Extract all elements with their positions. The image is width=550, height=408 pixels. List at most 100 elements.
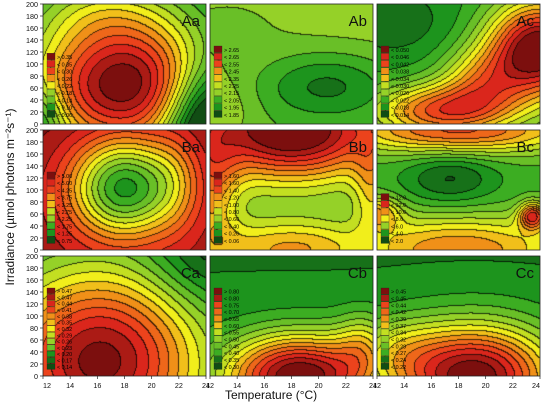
legend-entry: < 0.038 xyxy=(391,70,409,76)
y-tick-label: 140 xyxy=(26,288,38,297)
legend-ca: > 0.47< 0.47< 0.44< 0.41< 0.38< 0.35< 0.… xyxy=(46,287,72,371)
legend-entry: < 0.18 xyxy=(57,91,72,97)
legend-swatch xyxy=(46,363,56,370)
y-tick-label: 40 xyxy=(30,348,38,357)
legend-swatch xyxy=(46,53,56,60)
legend-swatch xyxy=(213,229,223,237)
legend-entry: < 1.00 xyxy=(224,203,239,209)
legend-entry: < 0.14 xyxy=(57,98,72,104)
legend-entry: < 6.0 xyxy=(391,224,403,230)
legend-entry: < 0.050 xyxy=(391,48,409,54)
legend-swatch xyxy=(213,215,223,222)
y-tick-label: 180 xyxy=(26,12,38,21)
legend-entry: < 2.75 xyxy=(57,210,72,216)
legend-swatch xyxy=(213,81,223,89)
legend-entry: < 0.018 xyxy=(391,106,409,112)
legend-swatch xyxy=(46,325,56,332)
legend-swatch xyxy=(46,332,56,339)
legend-swatch xyxy=(46,186,56,194)
legend-swatch xyxy=(380,60,390,68)
legend-swatch xyxy=(46,222,56,230)
legend-swatch xyxy=(46,60,56,68)
legend-swatch xyxy=(46,350,56,357)
legend-swatch xyxy=(380,287,390,295)
legend-swatch xyxy=(46,110,56,118)
legend-entry: < 0.39 xyxy=(391,317,406,323)
y-tick-label: 40 xyxy=(30,96,38,105)
legend-swatch xyxy=(380,308,390,315)
legend-entry: < 1.20 xyxy=(224,196,239,202)
legend-swatch xyxy=(213,294,223,302)
legend-swatch xyxy=(46,207,56,215)
x-tick-label: 14 xyxy=(233,381,241,390)
y-tick-label: 80 xyxy=(30,72,38,81)
x-tick-label: 12 xyxy=(373,381,381,390)
y-tick-label: 100 xyxy=(26,60,38,69)
legend-entry: < 0.44 xyxy=(391,303,406,309)
legend-entry: < 0.60 xyxy=(224,217,239,223)
contour-surface-bb xyxy=(210,130,373,250)
legend-entry: < 0.27 xyxy=(391,351,406,357)
contour-panel-aa: Aa> 0.35< 0.35< 0.30< 0.26< 0.22< 0.18< … xyxy=(26,0,207,129)
legend-entry: < 2.0 xyxy=(391,239,403,245)
legend-entry: > 12.0 xyxy=(391,196,406,202)
legend-entry: < 0.30 xyxy=(57,70,72,76)
legend-swatch xyxy=(213,110,223,118)
legend-swatch xyxy=(380,53,390,60)
legend-entry: < 1.40 xyxy=(224,188,239,194)
legend-swatch xyxy=(213,236,223,244)
y-tick-label: 200 xyxy=(26,126,38,135)
legend-entry: < 0.042 xyxy=(391,62,409,68)
legend-entry: < 0.29 xyxy=(57,333,72,339)
x-tick-label: 22 xyxy=(509,381,517,390)
legend-swatch xyxy=(380,81,390,89)
x-tick-label: 16 xyxy=(427,381,435,390)
legend-swatch xyxy=(380,363,390,370)
legend-swatch xyxy=(213,179,223,186)
legend-swatch xyxy=(213,222,223,230)
legend-swatch xyxy=(380,110,390,118)
legend-swatch xyxy=(46,89,56,96)
legend-entry: < 12.0 xyxy=(391,203,406,209)
legend-swatch xyxy=(46,171,56,179)
legend-entry: < 0.35 xyxy=(57,321,72,327)
legend-swatch xyxy=(380,229,390,237)
legend-swatch xyxy=(213,308,223,315)
y-tick-label: 20 xyxy=(30,360,38,369)
legend-entry: > 2.65 xyxy=(224,48,239,54)
legend-swatch xyxy=(46,81,56,89)
legend-swatch xyxy=(380,328,390,336)
y-tick-label: 20 xyxy=(30,108,38,117)
x-tick-label: 20 xyxy=(315,381,323,390)
contour-panel-bb: Bb> 1.60< 1.60< 1.40< 1.20< 1.00< 0.80< … xyxy=(209,129,374,251)
legend-swatch xyxy=(46,344,56,351)
legend-entry: < 0.40 xyxy=(224,224,239,230)
legend-entry: < 0.45 xyxy=(224,344,239,350)
legend-swatch xyxy=(213,53,223,60)
legend-swatch xyxy=(46,179,56,186)
legend-swatch xyxy=(213,89,223,96)
legend-swatch xyxy=(46,300,56,307)
y-tick-label: 120 xyxy=(26,174,38,183)
legend-entry: < 0.17 xyxy=(57,358,72,364)
legend-swatch xyxy=(213,322,223,329)
x-tick-label: 20 xyxy=(482,381,490,390)
y-tick-label: 40 xyxy=(30,222,38,231)
panel-label: Ba xyxy=(182,139,201,156)
legend-swatch xyxy=(213,287,223,295)
y-tick-label: 120 xyxy=(26,48,38,57)
y-tick-label: 100 xyxy=(26,186,38,195)
legend-entry: < 0.50 xyxy=(224,337,239,343)
panel-label: Bc xyxy=(516,139,534,156)
panel-label: Aa xyxy=(182,13,201,30)
legend-entry: < 0.75 xyxy=(57,239,72,245)
x-tick-label: 18 xyxy=(455,381,463,390)
legend-entry: < 0.20 xyxy=(224,232,239,238)
legend-swatch xyxy=(380,103,390,111)
legend-entry: < 1.85 xyxy=(224,113,239,119)
y-tick-label: 120 xyxy=(26,300,38,309)
legend-swatch xyxy=(380,356,390,363)
legend-swatch xyxy=(46,67,56,75)
contour-surface-ac xyxy=(377,4,540,124)
